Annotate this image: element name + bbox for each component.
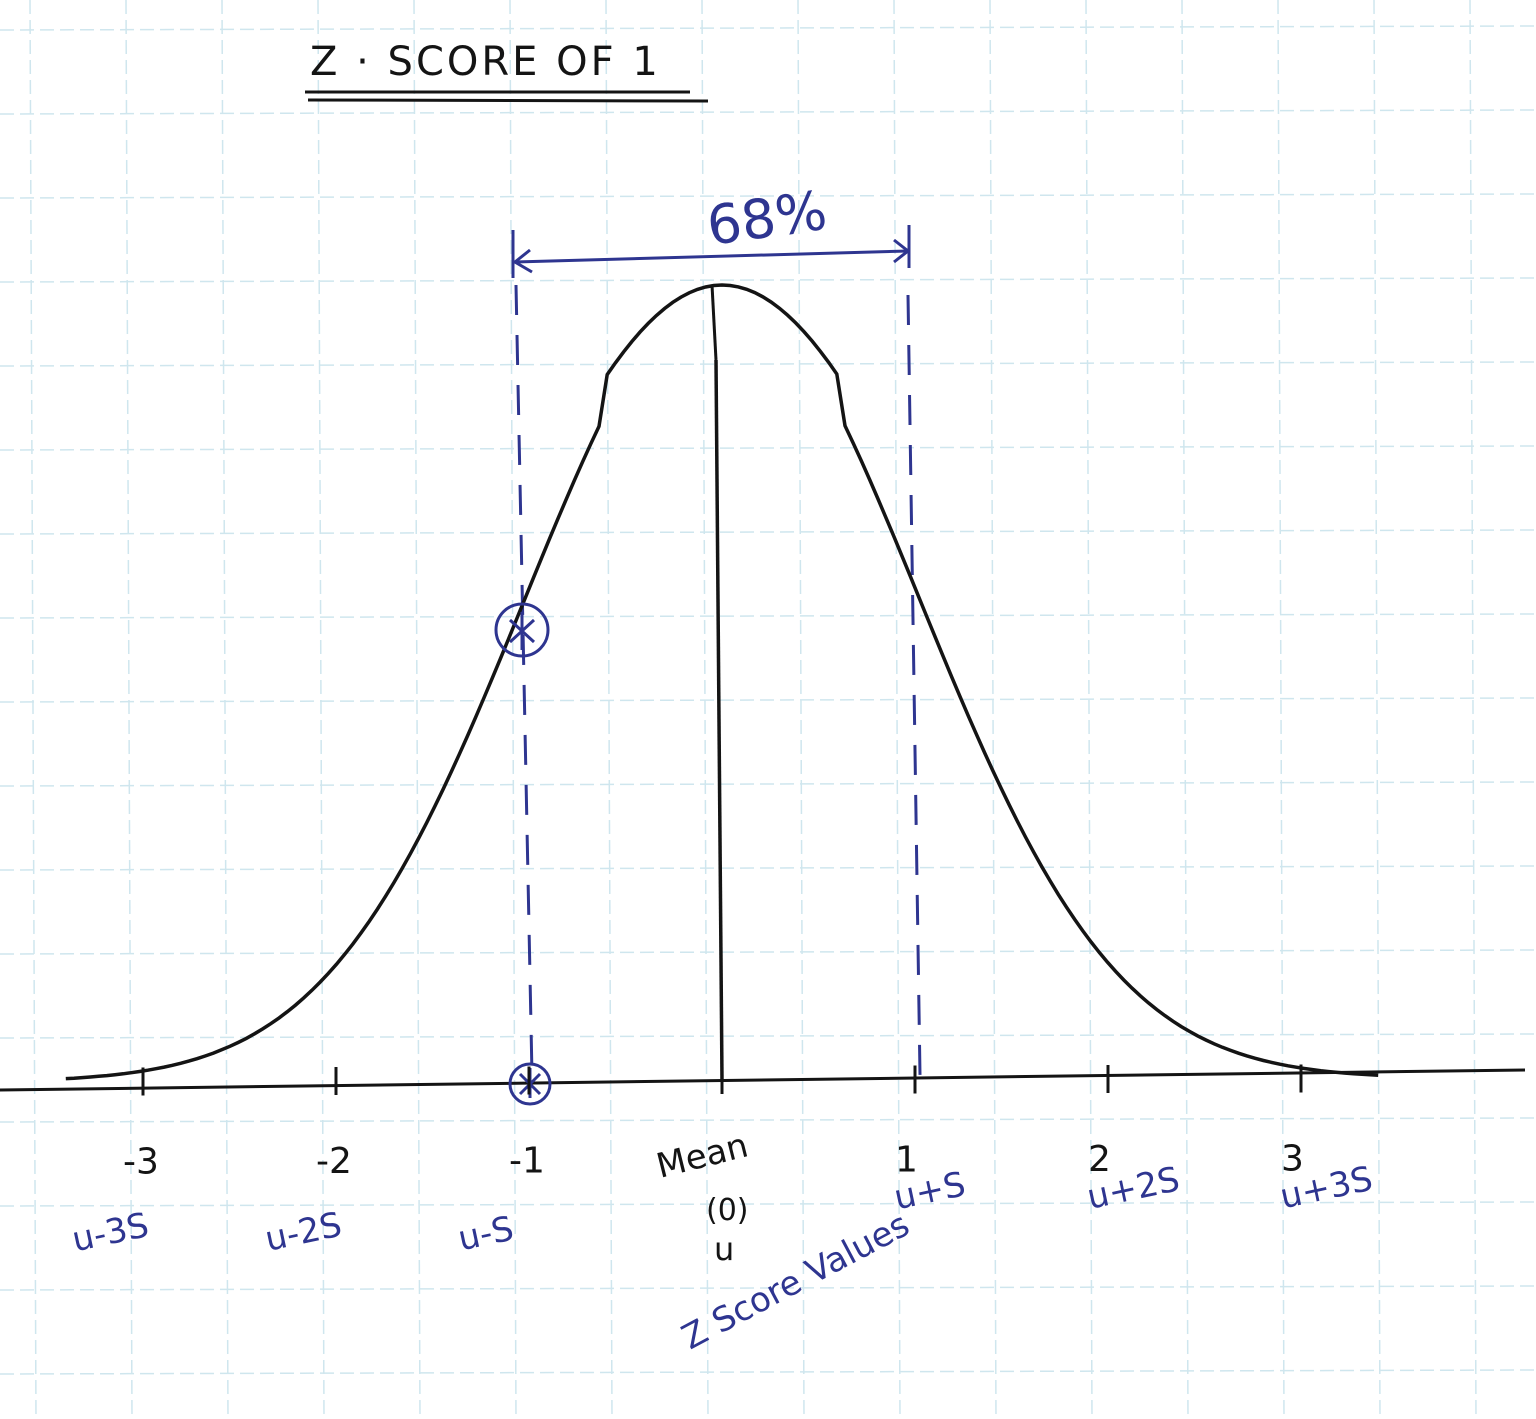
span-arrow bbox=[511, 225, 911, 278]
tick-label: 1 bbox=[895, 1140, 918, 1181]
grid-line-horizontal bbox=[0, 277, 1536, 283]
grid-line-vertical bbox=[797, 0, 805, 1419]
grid-line-vertical bbox=[893, 0, 901, 1419]
grid-line-horizontal bbox=[0, 445, 1536, 451]
span-arrow-left-head bbox=[512, 248, 533, 274]
tick-label: -3 bbox=[123, 1142, 159, 1183]
percent-annotation: 68% bbox=[703, 179, 831, 258]
tick-label: 3 bbox=[1281, 1139, 1304, 1180]
title: Z · SCORE OF 1 bbox=[310, 39, 661, 85]
grid-line-horizontal bbox=[0, 361, 1536, 367]
grid-line-horizontal bbox=[0, 109, 1536, 115]
plus-one-sigma-dashed-line bbox=[906, 294, 922, 1076]
grid-line-vertical bbox=[1181, 0, 1189, 1419]
tick-label: 2 bbox=[1088, 1139, 1111, 1180]
mean-sub-label: (0) bbox=[706, 1193, 749, 1228]
sigma-label: u-S bbox=[455, 1209, 518, 1260]
grid-line-vertical bbox=[605, 0, 613, 1419]
grid-line-horizontal bbox=[0, 1201, 1536, 1207]
mean-line-top bbox=[710, 284, 718, 361]
grid-line-horizontal bbox=[0, 781, 1536, 787]
grid-line-vertical bbox=[1373, 0, 1381, 1419]
grid-line-vertical bbox=[413, 0, 421, 1419]
axis-ticks bbox=[141, 1064, 1303, 1096]
grid-line-vertical bbox=[701, 0, 709, 1419]
grid-line-horizontal bbox=[0, 529, 1536, 535]
bell-curve bbox=[65, 283, 1379, 1081]
grid-line-horizontal bbox=[0, 1285, 1536, 1291]
title-underline-2 bbox=[307, 98, 709, 103]
tick-label: -2 bbox=[316, 1141, 352, 1182]
grid-line-vertical bbox=[125, 0, 133, 1419]
grid-line-vertical bbox=[509, 0, 517, 1419]
grid-line-vertical bbox=[221, 0, 229, 1419]
sigma-label: u-3S bbox=[69, 1205, 153, 1260]
mean-line bbox=[714, 359, 724, 1081]
circled-point-on-curve bbox=[494, 602, 550, 658]
sigma-label: u-2S bbox=[262, 1205, 346, 1260]
grid-line-vertical bbox=[989, 0, 997, 1419]
grid-line-horizontal bbox=[0, 1033, 1536, 1039]
grid-line-vertical bbox=[1469, 0, 1477, 1419]
grid-line-horizontal bbox=[0, 25, 1536, 31]
tick-label: -1 bbox=[509, 1141, 545, 1182]
minus-one-sigma-dashed-line bbox=[514, 284, 534, 1076]
grid-line-horizontal bbox=[0, 613, 1536, 619]
tick-label: Mean bbox=[653, 1126, 753, 1187]
grid-line-vertical bbox=[317, 0, 325, 1419]
grid-line-vertical bbox=[1085, 0, 1093, 1419]
grid-line-horizontal bbox=[0, 1369, 1536, 1375]
grid-line-horizontal bbox=[0, 949, 1536, 955]
span-arrow-line bbox=[514, 249, 909, 264]
grid-line-horizontal bbox=[0, 865, 1536, 871]
mean-mu-label: u bbox=[714, 1230, 734, 1268]
grid-line-horizontal bbox=[0, 1117, 1536, 1123]
grid-line-vertical bbox=[1277, 0, 1285, 1419]
grid-line-vertical bbox=[29, 0, 37, 1419]
grid-line-horizontal bbox=[0, 697, 1536, 703]
x-axis bbox=[0, 1068, 1526, 1092]
grid-line-horizontal bbox=[0, 193, 1536, 199]
